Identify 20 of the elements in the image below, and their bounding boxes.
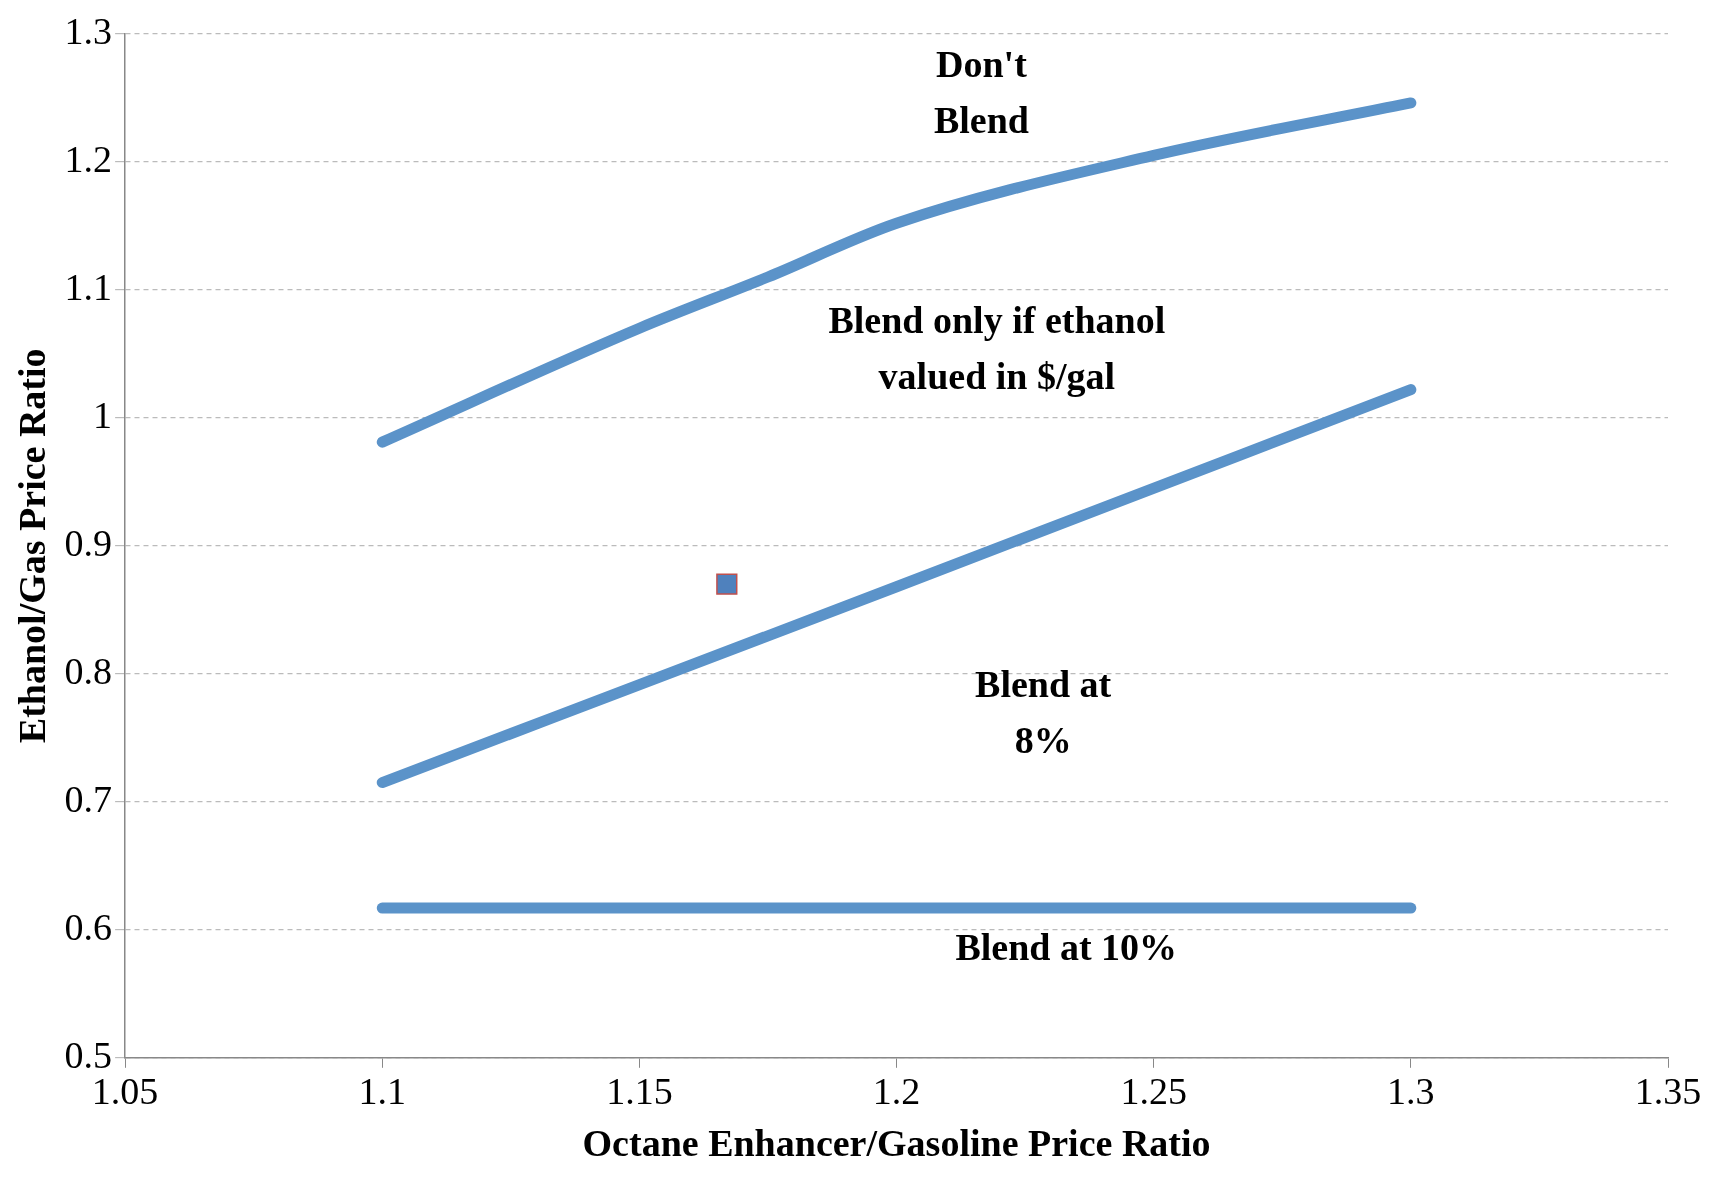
x-tick-label: 1.35 [1634,1069,1702,1112]
y-tick-label: 1.3 [64,9,113,52]
y-axis-title: Ethanol/Gas Price Ratio [10,348,53,744]
annotation: Don't Blend [933,43,1029,142]
y-tick-label: 0.7 [64,777,113,820]
y-tick-label: 0.9 [64,521,113,564]
y-tick-label: 1 [93,393,113,436]
annotation: Blend at 8% [975,662,1112,761]
y-tick-label: 0.6 [64,905,113,948]
y-tick-label: 1.1 [64,265,113,308]
y-tick-label: 1.2 [64,137,113,180]
x-tick-label: 1.3 [1387,1069,1435,1112]
x-axis-title: Octane Enhancer/Gasoline Price Ratio [582,1122,1211,1165]
x-tick-label: 1.15 [606,1069,673,1112]
y-tick-label: 0.8 [64,649,113,692]
x-tick-label: 1.25 [1120,1069,1187,1112]
annotation: Blend only if ethanol valued in $/gal [828,299,1166,398]
annotation: Blend at 10% [955,926,1178,969]
x-tick-label: 1.2 [872,1069,921,1112]
x-tick-label: 1.1 [358,1069,406,1112]
